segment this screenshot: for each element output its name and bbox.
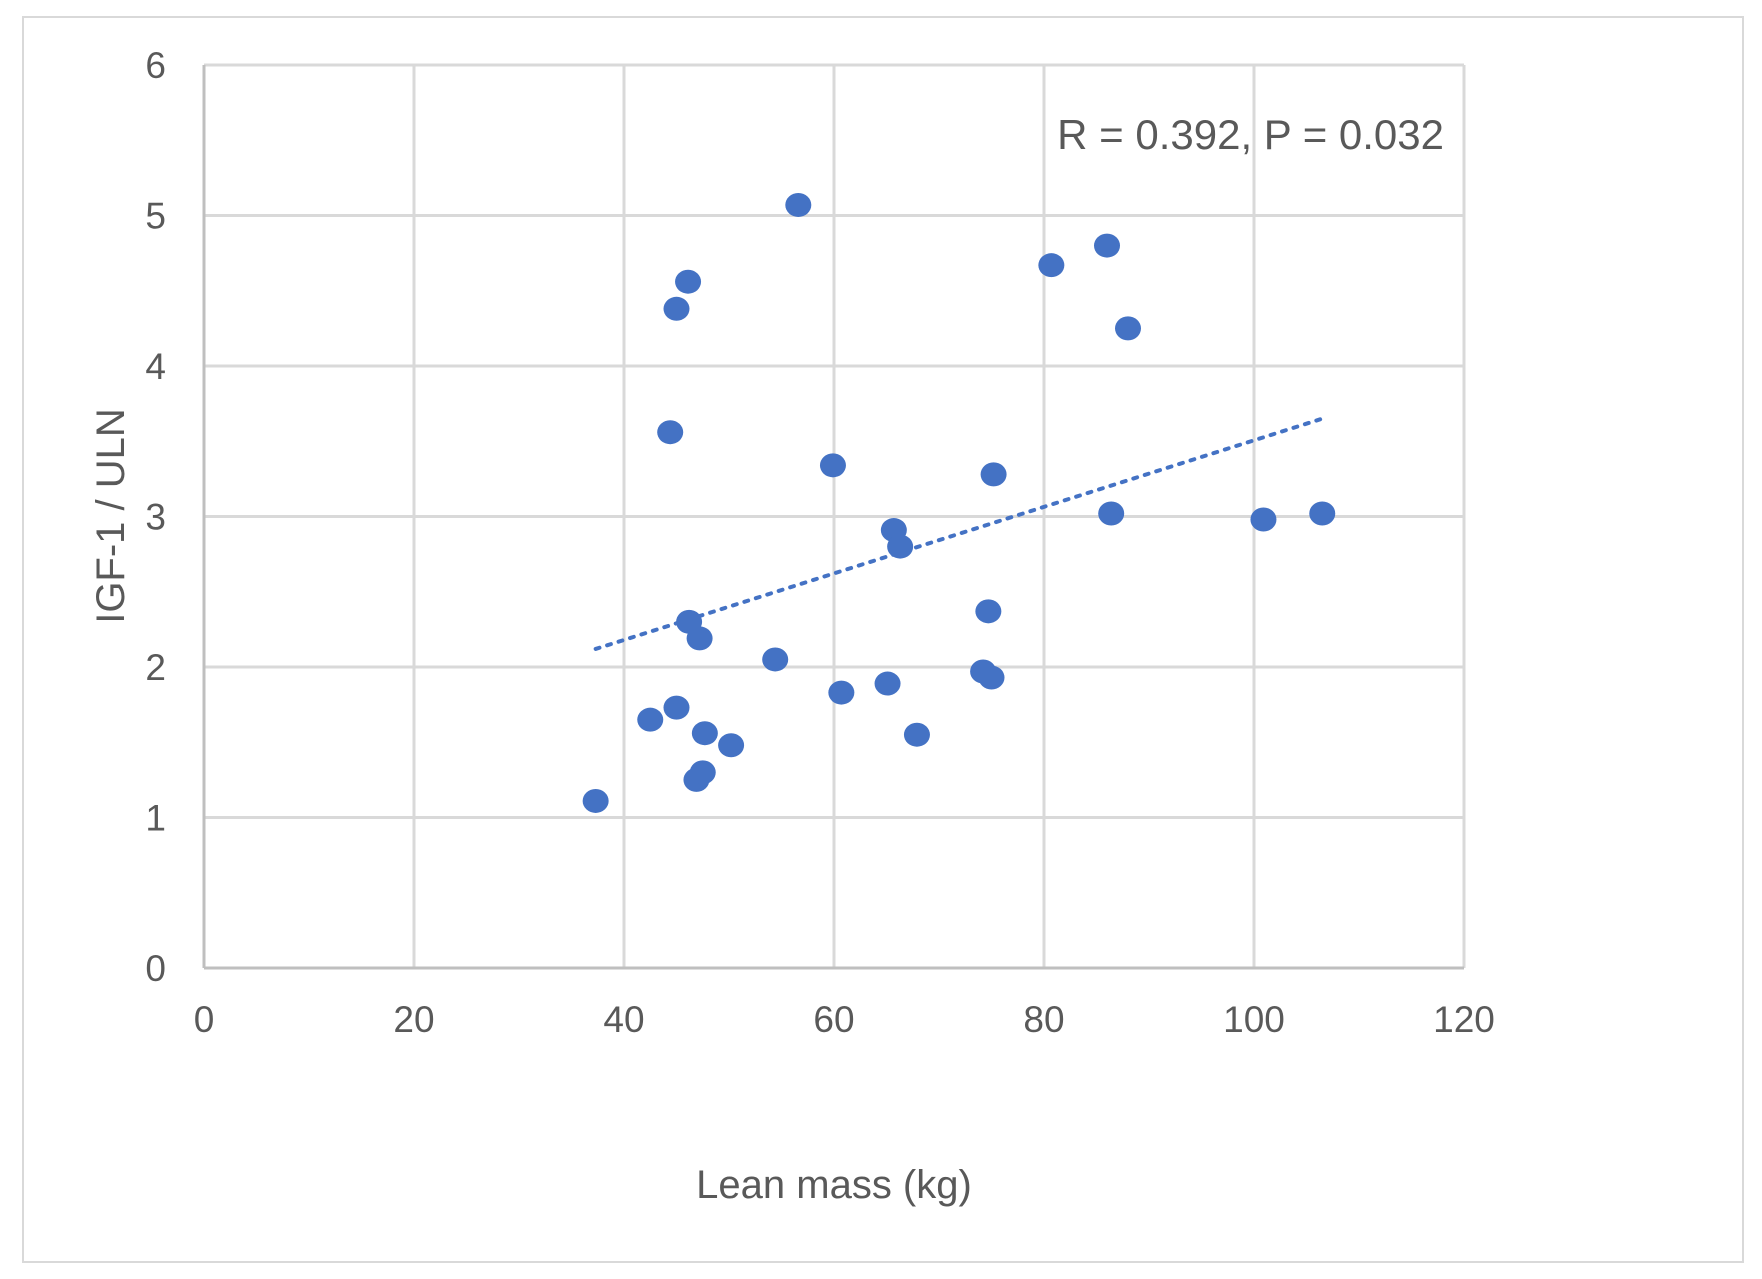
data-points: [582, 192, 1336, 813]
data-point: [689, 760, 716, 785]
y-tick-label: 4: [145, 346, 166, 387]
data-point: [978, 665, 1005, 690]
trendline: [593, 416, 1325, 651]
data-point: [828, 680, 855, 705]
chart-frame: 0 20 40 60 80 100 120 0 1 2 3 4 5 6 Lean mass (kg) IG…: [22, 16, 1744, 1263]
x-tick-label: 20: [393, 999, 434, 1040]
data-point: [1115, 316, 1141, 341]
axes: [202, 65, 1464, 970]
data-point: [663, 296, 690, 321]
data-point: [675, 269, 702, 294]
data-point: [718, 733, 745, 758]
x-axis-title: Lean mass (kg): [696, 1163, 972, 1207]
correlation-annotation: R = 0.392, P = 0.032: [1057, 111, 1444, 158]
data-point: [785, 192, 812, 217]
data-point: [1098, 501, 1125, 526]
data-point: [903, 722, 930, 747]
trendline-layer: [593, 416, 1325, 651]
y-tick-label: 0: [145, 948, 166, 989]
data-point: [637, 707, 664, 732]
y-axis-title: IGF-1 / ULN: [89, 408, 133, 624]
data-point: [887, 534, 914, 559]
data-point: [663, 695, 690, 720]
y-tick-label: 6: [145, 45, 166, 86]
data-point: [1094, 233, 1120, 258]
data-point: [657, 420, 684, 445]
x-tick-label: 0: [194, 999, 215, 1040]
x-tick-label: 40: [603, 999, 644, 1040]
x-tick-label: 80: [1023, 999, 1064, 1040]
y-tick-label: 2: [145, 647, 166, 688]
y-tick-label: 3: [145, 497, 166, 538]
tick-labels: 0 20 40 60 80 100 120 0 1 2 3 4 5 6: [145, 45, 1494, 1040]
data-point: [874, 671, 901, 696]
data-point: [762, 647, 789, 672]
x-tick-label: 60: [813, 999, 854, 1040]
data-point: [980, 462, 1007, 487]
data-point: [1309, 501, 1336, 526]
y-tick-label: 5: [145, 196, 166, 237]
x-tick-label: 120: [1433, 999, 1495, 1040]
data-point: [1038, 253, 1065, 278]
x-tick-label: 100: [1223, 999, 1285, 1040]
data-point: [582, 788, 609, 813]
data-point: [691, 721, 718, 746]
y-tick-label: 1: [145, 798, 166, 839]
data-point: [1250, 507, 1277, 532]
scatter-chart: 0 20 40 60 80 100 120 0 1 2 3 4 5 6 Lean mass (kg) IG…: [89, 45, 1495, 1207]
data-point: [686, 626, 713, 651]
data-point: [975, 599, 1002, 624]
data-point: [819, 453, 846, 478]
